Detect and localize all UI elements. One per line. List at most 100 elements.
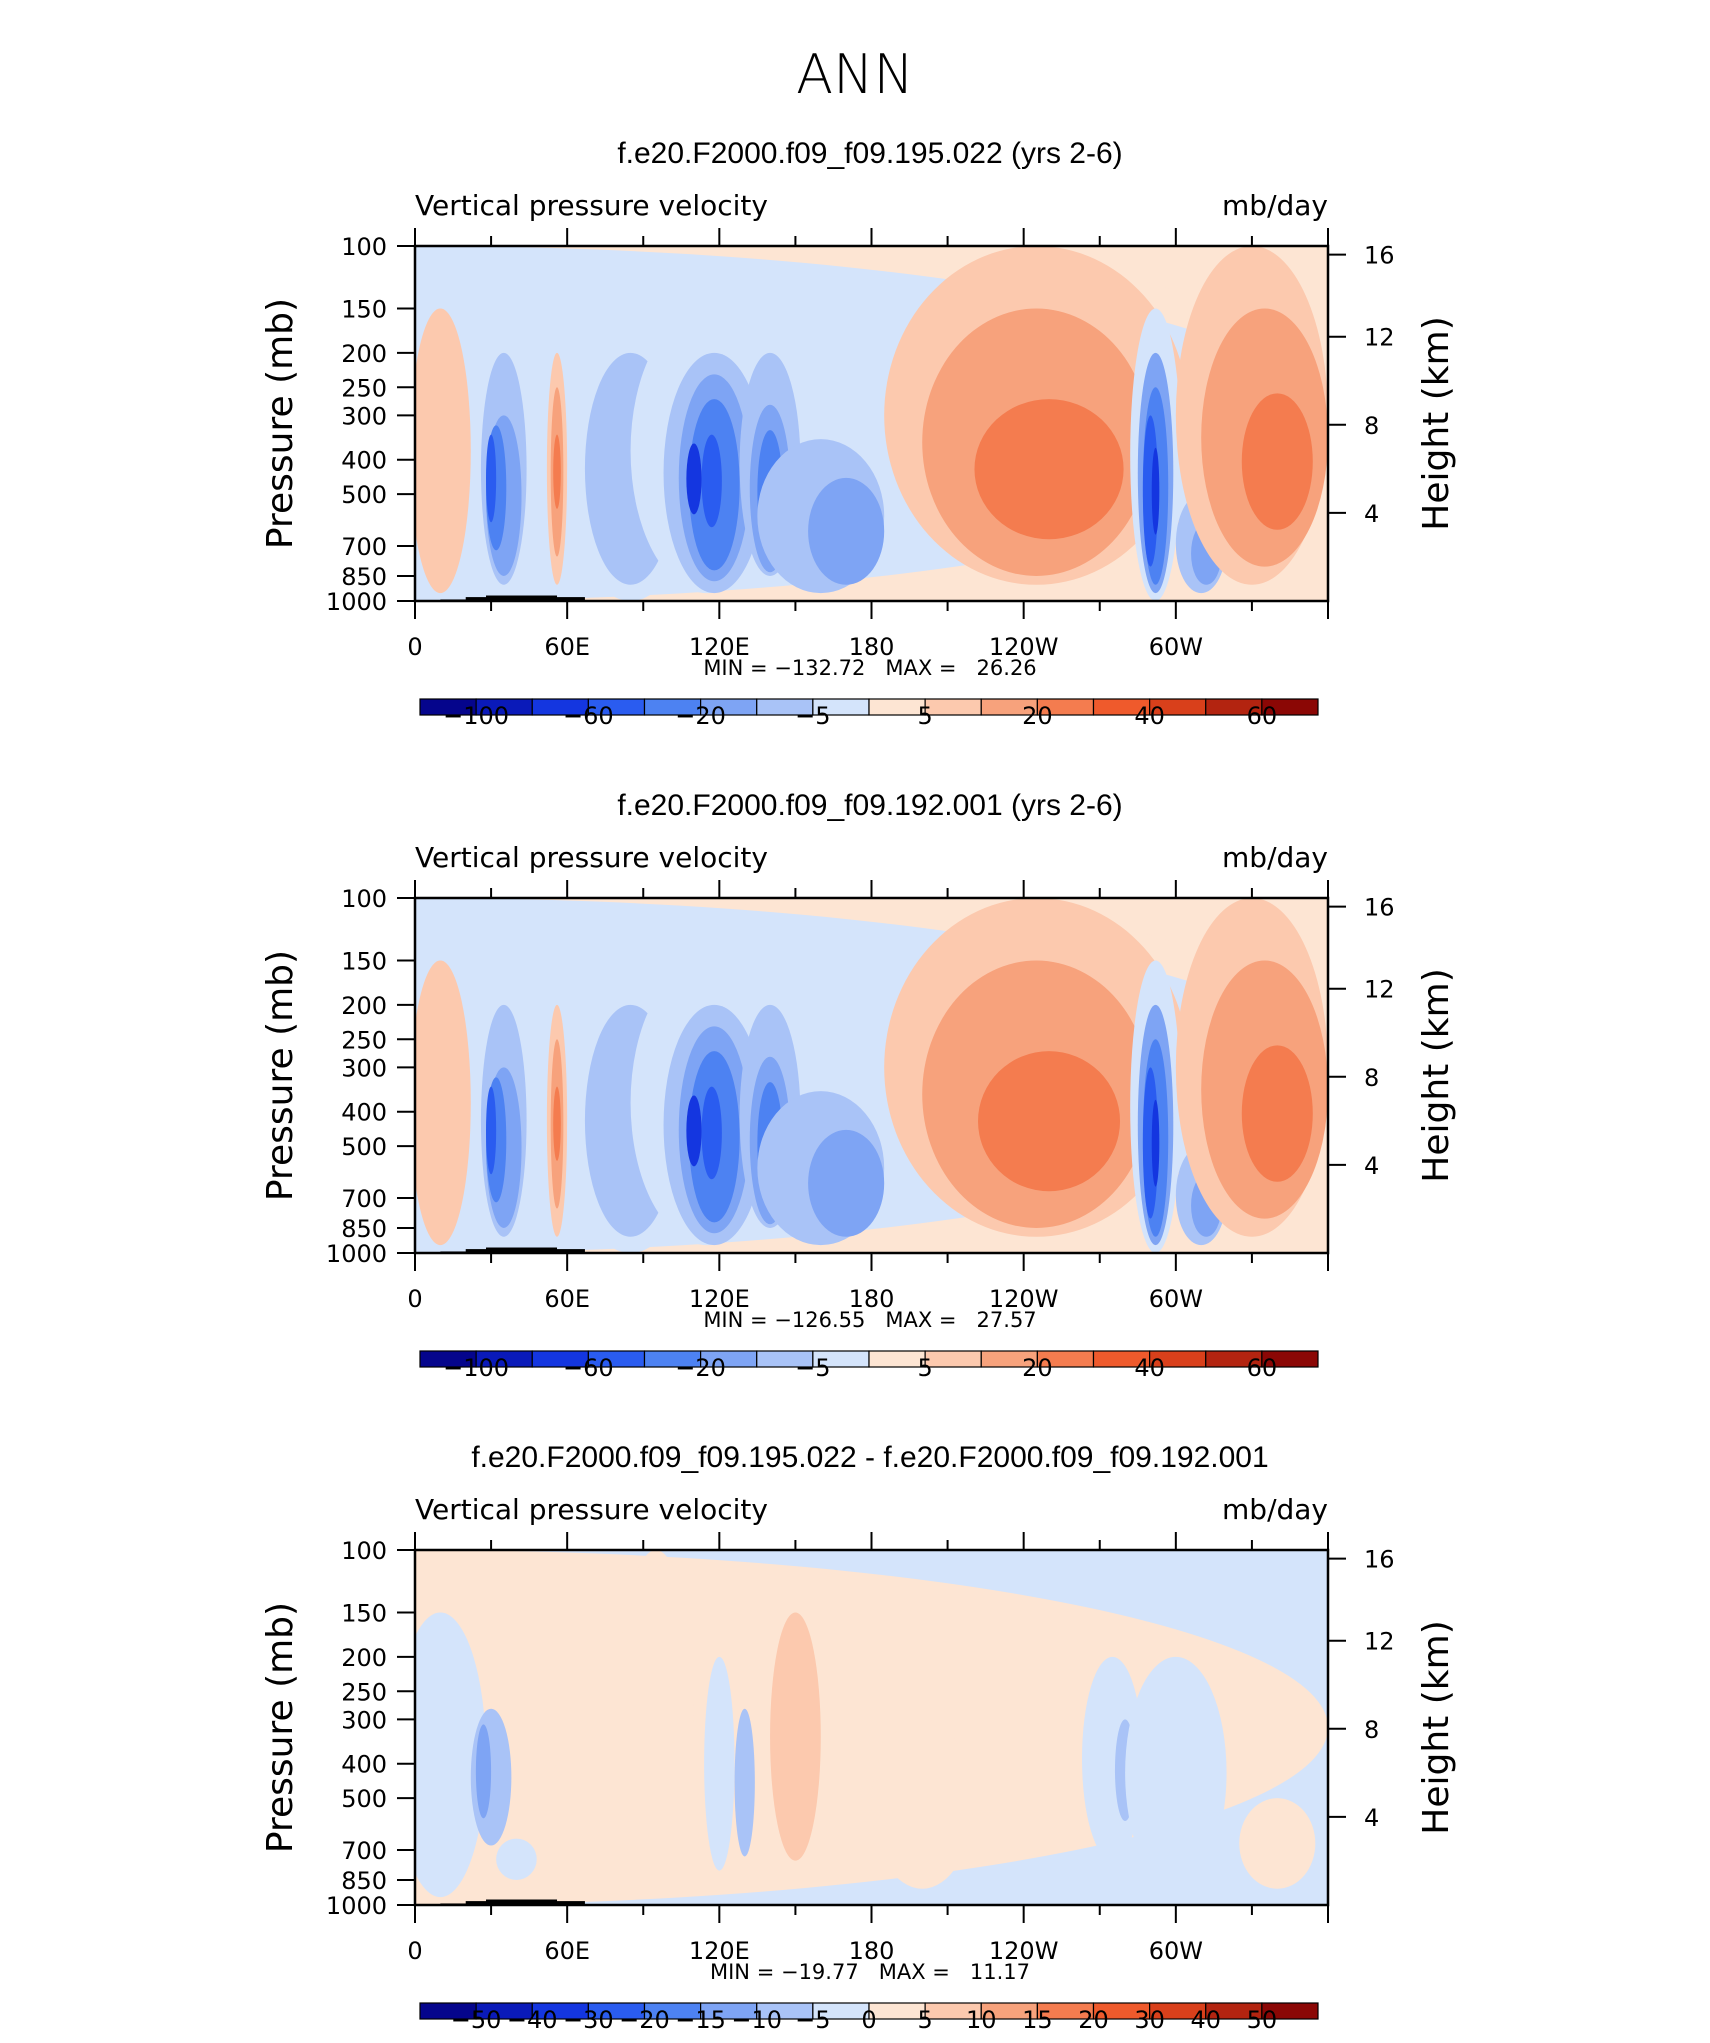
contour-region [415, 960, 471, 1246]
contour-region [553, 1086, 561, 1161]
y-tick-label: 850 [341, 563, 387, 591]
colorbar-label: 50 [1247, 2006, 1278, 2034]
colorbar-label: −40 [507, 2006, 558, 2034]
x-tick-label: 180 [849, 1937, 895, 1965]
contour-region [415, 308, 471, 594]
contour-field [415, 1550, 1328, 1905]
y-tick-label: 250 [341, 1026, 387, 1054]
units-label: mb/day [1222, 841, 1328, 874]
contour-region [553, 434, 561, 509]
colorbar-label: −20 [675, 1354, 726, 1382]
colorbar-label: 5 [917, 702, 932, 730]
colorbar-swatch [1261, 2002, 1319, 2020]
panel-title: f.e20.F2000.f09_f09.195.022 - f.e20.F200… [471, 1441, 1268, 1474]
contour-region [1151, 447, 1160, 535]
colorbar-label: −5 [795, 702, 830, 730]
colorbar-label: 20 [1022, 1354, 1053, 1382]
colorbar-label: 40 [1190, 2006, 1221, 2034]
y2-tick-label: 16 [1364, 1546, 1395, 1574]
colorbar-label: −5 [795, 1354, 830, 1382]
y-tick-label: 200 [341, 1644, 387, 1672]
colorbar-label: −5 [795, 2006, 830, 2034]
colorbar-label: 20 [1022, 702, 1053, 730]
colorbar-label: 0 [861, 2006, 876, 2034]
x-tick-label: 60W [1149, 633, 1203, 661]
page-title: ANN [796, 43, 914, 106]
x-tick-label: 0 [407, 633, 422, 661]
contour-field [415, 898, 1328, 1253]
contour-region [734, 1708, 755, 1857]
y-tick-label: 300 [341, 1706, 387, 1734]
contour-region [704, 1656, 735, 1871]
contour-region [486, 434, 497, 523]
y-tick-label: 250 [341, 1678, 387, 1706]
y-tick-label: 150 [341, 296, 387, 324]
y-tick-label: 100 [341, 1537, 387, 1565]
y-axis-title: Pressure (mb) [260, 1602, 301, 1853]
y-tick-label: 500 [341, 1133, 387, 1161]
y-tick-label: 400 [341, 1099, 387, 1127]
contour-region [871, 1719, 973, 1889]
x-tick-label: 120W [989, 633, 1059, 661]
contour-region [1241, 1045, 1313, 1182]
units-label: mb/day [1222, 189, 1328, 222]
colorbar-label: −60 [563, 702, 614, 730]
colorbar-label: −10 [731, 2006, 782, 2034]
y-tick-label: 700 [341, 1185, 387, 1213]
colorbar-label: 30 [1134, 2006, 1165, 2034]
orography [503, 1901, 585, 1905]
y-tick-label: 200 [341, 992, 387, 1020]
y2-tick-label: 8 [1364, 1064, 1379, 1092]
colorbar-label: −100 [443, 702, 509, 730]
variable-label: Vertical pressure velocity [415, 841, 768, 874]
contour-region [701, 434, 722, 528]
y2-tick-label: 4 [1364, 500, 1379, 528]
colorbar-label: −20 [675, 702, 726, 730]
x-tick-label: 60E [544, 633, 590, 661]
y2-axis-title: Height (km) [1416, 316, 1457, 530]
x-tick-label: 60E [544, 1937, 590, 1965]
contour-region [1151, 1099, 1160, 1187]
y-tick-label: 500 [341, 481, 387, 509]
y-tick-label: 300 [341, 1054, 387, 1082]
y-tick-label: 400 [341, 447, 387, 475]
variable-label: Vertical pressure velocity [415, 1493, 768, 1526]
colorbar-label: 5 [917, 2006, 932, 2034]
x-tick-label: 60W [1149, 1937, 1203, 1965]
x-tick-label: 120E [689, 1937, 750, 1965]
colorbar-label: −100 [443, 1354, 509, 1382]
colorbar-label: 20 [1078, 2006, 1109, 2034]
units-label: mb/day [1222, 1493, 1328, 1526]
contour-region [978, 1051, 1121, 1192]
y-tick-label: 1000 [326, 1240, 387, 1268]
y2-tick-label: 8 [1364, 1716, 1379, 1744]
y-tick-label: 100 [341, 233, 387, 261]
y2-axis-title: Height (km) [1416, 968, 1457, 1182]
orography [503, 597, 585, 601]
x-tick-label: 0 [407, 1937, 422, 1965]
y-tick-label: 250 [341, 374, 387, 402]
x-tick-label: 120E [689, 633, 750, 661]
y-tick-label: 1000 [326, 588, 387, 616]
y-tick-label: 100 [341, 885, 387, 913]
y-tick-label: 700 [341, 533, 387, 561]
colorbar-label: 10 [966, 2006, 997, 2034]
min-max-stats: MIN = −132.72 MAX = 26.26 [703, 656, 1036, 680]
contour-field [415, 246, 1328, 601]
colorbar-label: 15 [1022, 2006, 1053, 2034]
y-tick-label: 150 [341, 1600, 387, 1628]
colorbar-label: −20 [619, 2006, 670, 2034]
contour-region [770, 1612, 821, 1861]
y2-tick-label: 16 [1364, 894, 1395, 922]
contour-region [496, 1838, 537, 1880]
y2-tick-label: 12 [1364, 1628, 1395, 1656]
y-axis-title: Pressure (mb) [260, 950, 301, 1201]
colorbar-label: 40 [1134, 1354, 1165, 1382]
contour-region [686, 1095, 702, 1167]
colorbar-label: −60 [563, 1354, 614, 1382]
y-tick-label: 400 [341, 1751, 387, 1779]
x-tick-label: 60E [544, 1285, 590, 1313]
y2-tick-label: 8 [1364, 412, 1379, 440]
y-tick-label: 200 [341, 340, 387, 368]
